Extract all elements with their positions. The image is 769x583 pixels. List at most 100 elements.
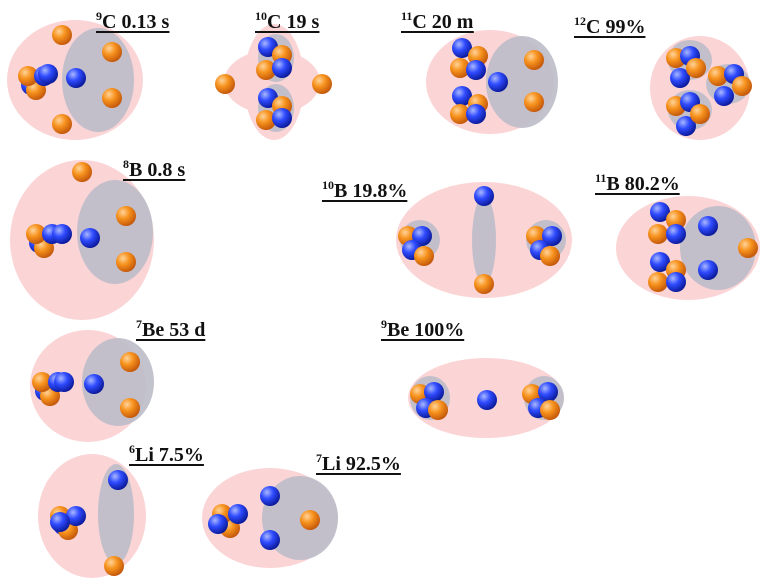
neutron-sphere <box>714 86 734 106</box>
proton-sphere <box>102 42 122 62</box>
nucleus-label-b10: 10B 19.8% <box>322 178 407 202</box>
proton-sphere <box>690 104 710 124</box>
element-symbol: B <box>129 159 142 181</box>
mass-number: 12 <box>574 14 586 28</box>
proton-sphere <box>18 66 38 86</box>
neutron-sphere <box>650 202 670 222</box>
proton-sphere <box>738 238 758 258</box>
element-symbol: Be <box>142 319 164 341</box>
neutron-sphere <box>272 58 292 78</box>
neutron-sphere <box>466 60 486 80</box>
element-symbol: C <box>412 11 426 33</box>
proton-sphere <box>648 224 668 244</box>
element-symbol: B <box>334 180 347 202</box>
nucleus-label-li7: 7Li 92.5% <box>316 451 401 475</box>
neutron-sphere <box>66 506 86 526</box>
nucleus-c12 <box>650 36 752 140</box>
element-symbol: C <box>586 16 600 38</box>
abundance-or-halflife: 0.13 s <box>121 11 169 33</box>
proton-sphere <box>686 58 706 78</box>
abundance-or-halflife: 99% <box>605 16 645 38</box>
nucleus-label-c9: 9C 0.13 s <box>96 9 169 33</box>
proton-sphere <box>52 114 72 134</box>
abundance-or-halflife: 20 m <box>432 11 474 33</box>
abundance-or-halflife: 92.5% <box>346 453 401 475</box>
proton-sphere <box>414 246 434 266</box>
nucleus-c11 <box>426 30 558 134</box>
proton-sphere <box>524 50 544 70</box>
cluster-region <box>472 196 496 284</box>
neutron-sphere <box>424 382 444 402</box>
mass-number: 11 <box>595 171 606 185</box>
nucleus-c9 <box>7 20 143 140</box>
mass-number: 9 <box>96 9 102 23</box>
neutron-sphere <box>474 186 494 206</box>
proton-sphere <box>648 272 668 292</box>
neutron-sphere <box>80 228 100 248</box>
neutron-sphere <box>670 68 690 88</box>
proton-sphere <box>256 60 276 80</box>
proton-sphere <box>52 25 72 45</box>
mass-number: 11 <box>401 9 412 23</box>
nucleus-label-li6: 6Li 7.5% <box>129 442 204 466</box>
proton-sphere <box>450 104 470 124</box>
proton-sphere <box>120 352 140 372</box>
neutron-sphere <box>228 504 248 524</box>
nucleus-label-be7: 7Be 53 d <box>136 317 205 341</box>
abundance-or-halflife: 0.8 s <box>147 159 185 181</box>
element-symbol: Li <box>135 444 154 466</box>
neutron-sphere <box>84 374 104 394</box>
cluster-region <box>262 476 338 560</box>
abundance-or-halflife: 100% <box>414 319 464 341</box>
neutron-sphere <box>650 252 670 272</box>
neutron-sphere <box>452 86 472 106</box>
proton-sphere <box>450 58 470 78</box>
neutron-sphere <box>108 470 128 490</box>
neutron-sphere <box>52 224 72 244</box>
abundance-or-halflife: 53 d <box>169 319 205 341</box>
proton-sphere <box>104 556 124 576</box>
mass-number: 7 <box>136 317 142 331</box>
abundance-or-halflife: 80.2% <box>625 173 680 195</box>
nuclei-shapes <box>7 20 760 578</box>
abundance-or-halflife: 19 s <box>286 11 319 33</box>
nucleus-b10 <box>396 182 572 298</box>
proton-sphere <box>474 274 494 294</box>
proton-sphere <box>120 398 140 418</box>
proton-sphere <box>312 74 332 94</box>
mass-number: 10 <box>322 178 334 192</box>
neutron-sphere <box>260 530 280 550</box>
mass-number: 7 <box>316 451 322 465</box>
proton-sphere <box>256 110 276 130</box>
mass-number: 8 <box>123 157 129 171</box>
neutron-sphere <box>666 224 686 244</box>
element-symbol: C <box>102 11 116 33</box>
proton-sphere <box>116 252 136 272</box>
nucleus-li6 <box>38 454 146 578</box>
proton-sphere <box>666 210 686 230</box>
nucleus-label-c10: 10C 19 s <box>255 9 319 33</box>
neutron-sphere <box>538 382 558 402</box>
proton-sphere <box>215 74 235 94</box>
neutron-sphere <box>50 512 70 532</box>
neutron-sphere <box>488 72 508 92</box>
abundance-or-halflife: 19.8% <box>352 180 407 202</box>
proton-sphere <box>32 372 52 392</box>
nucleus-label-c11: 11C 20 m <box>401 9 474 33</box>
proton-sphere <box>116 206 136 226</box>
neutron-sphere <box>666 272 686 292</box>
neutron-sphere <box>452 38 472 58</box>
mass-number: 9 <box>381 317 387 331</box>
neutron-sphere <box>542 226 562 246</box>
neutron-sphere <box>466 104 486 124</box>
proton-sphere <box>708 66 728 86</box>
neutron-sphere <box>208 514 228 534</box>
element-symbol: Li <box>322 453 341 475</box>
element-symbol: C <box>267 11 281 33</box>
neutron-sphere <box>260 486 280 506</box>
nucleus-b11 <box>616 196 760 300</box>
neutron-sphere <box>38 64 58 84</box>
nucleus-be9 <box>408 358 564 438</box>
nucleus-label-c12: 12C 99% <box>574 14 645 38</box>
